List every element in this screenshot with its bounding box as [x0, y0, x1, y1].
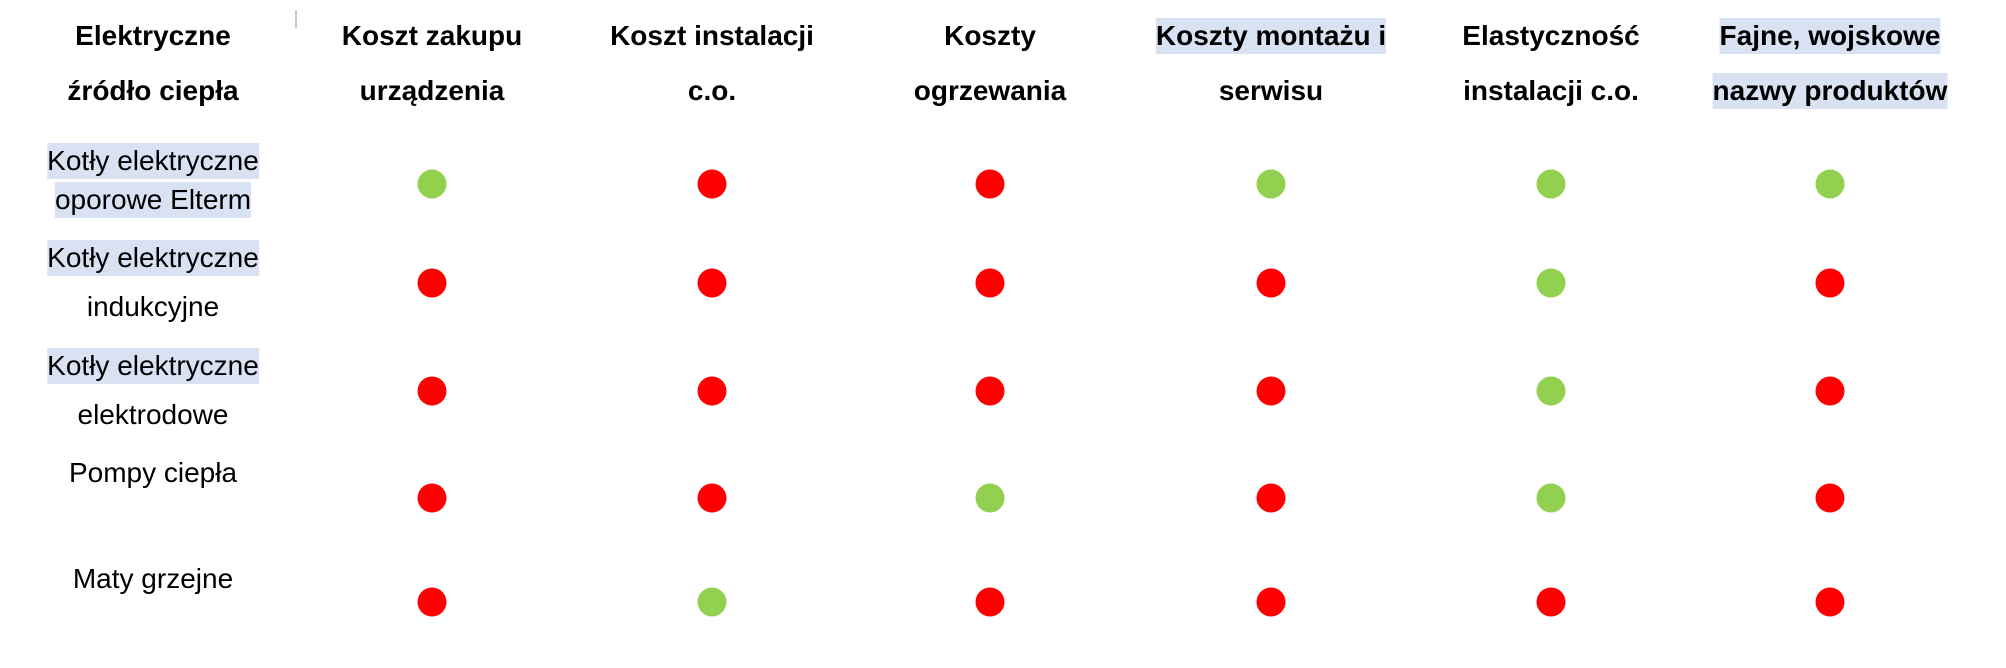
row-label: Kotły elektryczne: [47, 348, 259, 384]
status-dot: [1256, 483, 1286, 513]
column-header: Koszty: [944, 20, 1036, 51]
text-cursor: [295, 10, 297, 28]
status-dot: [417, 587, 447, 617]
row-label: Kotły elektryczne: [47, 143, 259, 179]
status-dot: [975, 169, 1005, 199]
row-label: Pompy ciepła: [68, 457, 238, 488]
status-dot: [417, 376, 447, 406]
column-header: Fajne, wojskowe: [1719, 18, 1941, 54]
status-dot: [975, 483, 1005, 513]
status-dot: [975, 268, 1005, 298]
row-label: oporowe Elterm: [54, 182, 252, 218]
status-dot: [417, 268, 447, 298]
status-dot: [697, 483, 727, 513]
status-dot: [1536, 169, 1566, 199]
status-dot: [1536, 268, 1566, 298]
column-header: ogrzewania: [913, 75, 1067, 106]
column-header: Koszt zakupu: [341, 20, 523, 51]
status-dot: [1256, 169, 1286, 199]
status-dot: [1256, 376, 1286, 406]
status-dot: [1815, 376, 1845, 406]
column-header: nazwy produktów: [1712, 73, 1948, 109]
column-header: serwisu: [1218, 75, 1324, 106]
column-header: Koszt instalacji: [610, 20, 814, 51]
status-dot: [1256, 587, 1286, 617]
status-dot: [1815, 483, 1845, 513]
column-header: instalacji c.o.: [1463, 75, 1639, 106]
status-dot: [975, 587, 1005, 617]
row-label: Kotły elektryczne: [47, 240, 259, 276]
status-dot: [1256, 268, 1286, 298]
status-dot: [697, 268, 727, 298]
row-label: elektrodowe: [77, 399, 229, 430]
column-header: Elastyczność: [1462, 20, 1640, 51]
status-dot: [1536, 376, 1566, 406]
status-dot: [1815, 169, 1845, 199]
column-header: urządzenia: [359, 75, 505, 106]
column-header: c.o.: [687, 75, 737, 106]
status-dot: [697, 587, 727, 617]
status-dot: [697, 169, 727, 199]
column-header: źródło ciepła: [67, 75, 239, 106]
row-label: Maty grzejne: [72, 563, 234, 594]
column-header: Elektryczne: [75, 20, 231, 51]
column-header: Koszty montażu i: [1155, 18, 1387, 54]
status-dot: [417, 483, 447, 513]
status-dot: [1815, 587, 1845, 617]
status-dot: [1815, 268, 1845, 298]
row-label: indukcyjne: [86, 291, 220, 322]
status-dot: [1536, 587, 1566, 617]
status-dot: [975, 376, 1005, 406]
status-dot: [417, 169, 447, 199]
status-dot: [1536, 483, 1566, 513]
status-dot: [697, 376, 727, 406]
